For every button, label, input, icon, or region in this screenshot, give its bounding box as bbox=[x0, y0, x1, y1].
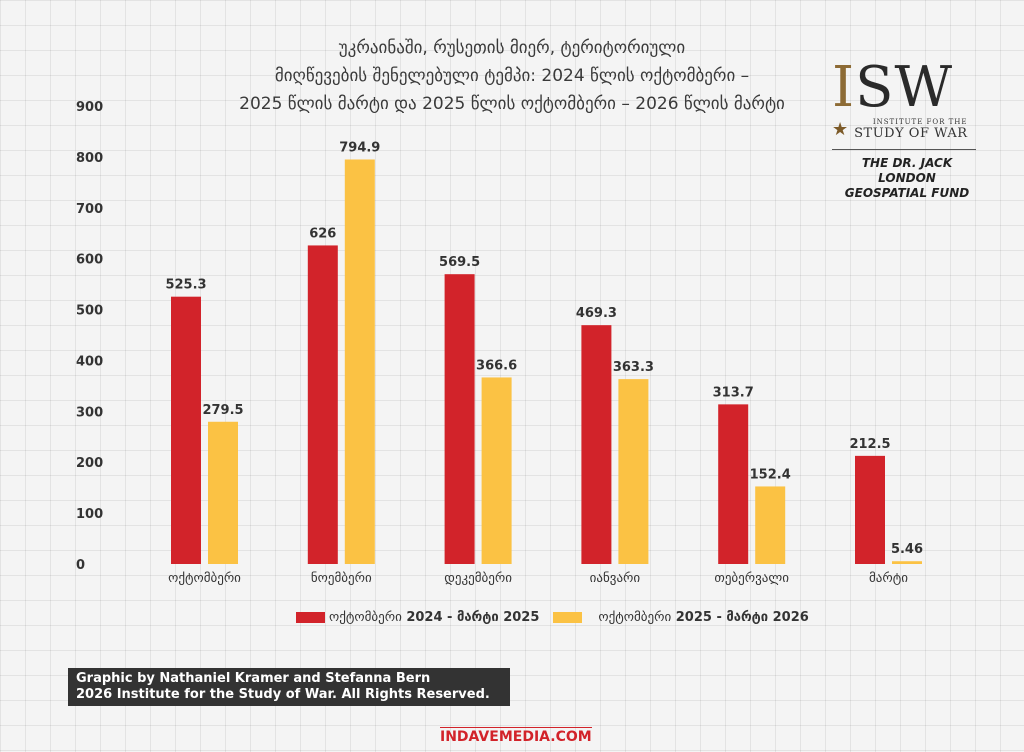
chart-title: უკრაინაში, რუსეთის მიერ, ტერიტორიული მიღ… bbox=[150, 34, 874, 118]
credit-line: Graphic by Nathaniel Kramer and Stefanna… bbox=[76, 671, 431, 686]
data-label: 626 bbox=[309, 226, 336, 241]
bar bbox=[718, 404, 749, 564]
title-line: მიღწევების შენელებული ტემპი: 2024 წლის ო… bbox=[274, 66, 750, 86]
legend: ოქტომბერი 2024 - მარტი 2025 ოქტომბერი 20… bbox=[296, 610, 809, 625]
y-tick-label: 600 bbox=[76, 253, 103, 268]
y-tick-label: 800 bbox=[76, 151, 103, 166]
y-tick-label: 100 bbox=[76, 507, 103, 522]
data-label: 525.3 bbox=[165, 278, 206, 293]
data-label: 794.9 bbox=[339, 140, 380, 155]
data-label: 212.5 bbox=[849, 437, 890, 452]
bar bbox=[171, 296, 201, 564]
bar bbox=[755, 486, 786, 564]
y-tick-label: 400 bbox=[76, 354, 103, 369]
x-category-label: თებერვალი bbox=[714, 571, 789, 586]
data-label: 366.6 bbox=[476, 358, 517, 373]
data-label: 569.5 bbox=[439, 255, 480, 270]
data-label: 5.46 bbox=[891, 542, 923, 557]
star-icon: ★ bbox=[832, 119, 849, 140]
bar bbox=[344, 159, 375, 564]
data-label: 279.5 bbox=[202, 403, 243, 418]
data-label: 469.3 bbox=[576, 306, 617, 321]
y-tick-label: 300 bbox=[76, 405, 103, 420]
bar bbox=[892, 561, 922, 564]
bar bbox=[481, 377, 512, 564]
bar bbox=[855, 455, 885, 564]
legend-swatch-series2 bbox=[553, 612, 583, 623]
y-tick-label: 500 bbox=[76, 304, 103, 319]
isw-logo: ISW ★ INSTITUTE FOR THE STUDY OF WAR THE… bbox=[832, 60, 982, 201]
x-category-label: დეკემბერი bbox=[444, 571, 512, 586]
x-category-label: იანვარი bbox=[590, 571, 641, 586]
x-category-label: მარტი bbox=[869, 571, 908, 586]
fund-name: THE DR. JACK LONDON GEOSPATIAL FUND bbox=[844, 156, 970, 200]
x-category-label: ნოემბერი bbox=[311, 571, 372, 586]
bar bbox=[618, 379, 649, 564]
legend-label-series1: ოქტომბერი 2024 - მარტი 2025 bbox=[329, 610, 540, 625]
y-tick-label: 0 bbox=[76, 558, 85, 573]
y-tick-label: 200 bbox=[76, 456, 103, 471]
title-line: უკრაინაში, რუსეთის მიერ, ტერიტორიული bbox=[338, 38, 686, 58]
y-tick-label: 900 bbox=[76, 100, 103, 115]
legend-label-series2: ოქტომბერი 2025 - მარტი 2026 bbox=[598, 610, 809, 625]
bar bbox=[581, 325, 612, 564]
watermark: INDAVEMEDIA.COM bbox=[440, 727, 592, 745]
title-line: 2025 წლის მარტი და 2025 წლის ოქტომბერი –… bbox=[239, 94, 785, 114]
data-label: 363.3 bbox=[613, 360, 654, 375]
y-tick-label: 700 bbox=[76, 202, 103, 217]
legend-swatch-series1 bbox=[296, 612, 325, 623]
data-label: 152.4 bbox=[750, 467, 791, 482]
bar bbox=[307, 245, 338, 565]
credit-box: Graphic by Nathaniel Kramer and Stefanna… bbox=[68, 668, 510, 706]
data-label: 313.7 bbox=[713, 385, 754, 400]
credit-line: 2026 Institute for the Study of War. All… bbox=[76, 687, 490, 702]
bar-chart: 0 100 200 300 400 500 600 700 800 900 525.3 279.5 ოქ… bbox=[76, 100, 923, 586]
bar bbox=[444, 274, 475, 564]
x-category-label: ოქტომბერი bbox=[168, 571, 241, 586]
bar bbox=[208, 421, 238, 564]
